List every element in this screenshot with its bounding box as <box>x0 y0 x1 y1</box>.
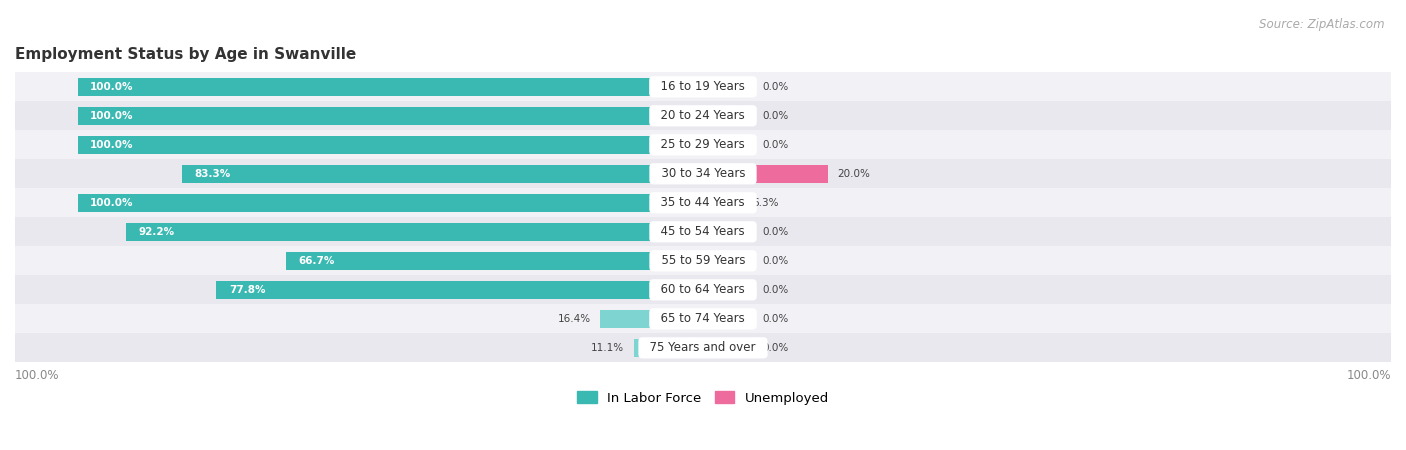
Text: 60 to 64 Years: 60 to 64 Years <box>654 284 752 297</box>
Bar <box>703 310 754 328</box>
Text: 100.0%: 100.0% <box>90 111 134 121</box>
Bar <box>703 252 754 270</box>
Bar <box>77 107 703 125</box>
Text: 30 to 34 Years: 30 to 34 Years <box>654 167 752 180</box>
Bar <box>703 107 754 125</box>
Text: 66.7%: 66.7% <box>298 256 335 266</box>
Bar <box>77 78 703 95</box>
Text: 83.3%: 83.3% <box>194 169 231 179</box>
Text: 16.4%: 16.4% <box>558 314 591 324</box>
Text: 55 to 59 Years: 55 to 59 Years <box>654 254 752 267</box>
Bar <box>15 275 1391 304</box>
Bar <box>634 339 703 356</box>
Bar <box>703 223 754 241</box>
Text: 16 to 19 Years: 16 to 19 Years <box>654 80 752 93</box>
Bar <box>703 194 742 211</box>
Text: 75 Years and over: 75 Years and over <box>643 342 763 354</box>
Text: 0.0%: 0.0% <box>762 82 789 92</box>
Bar <box>217 281 703 298</box>
Text: 92.2%: 92.2% <box>139 227 174 237</box>
Bar <box>703 136 754 153</box>
Text: 100.0%: 100.0% <box>15 369 59 382</box>
Bar <box>15 72 1391 101</box>
Bar <box>15 333 1391 362</box>
Text: 0.0%: 0.0% <box>762 314 789 324</box>
Text: 0.0%: 0.0% <box>762 285 789 295</box>
Bar <box>15 159 1391 188</box>
Bar <box>181 165 703 183</box>
Bar <box>600 310 703 328</box>
Text: 77.8%: 77.8% <box>229 285 266 295</box>
Bar <box>15 188 1391 217</box>
Text: 100.0%: 100.0% <box>90 82 134 92</box>
Text: 35 to 44 Years: 35 to 44 Years <box>654 196 752 209</box>
Text: 0.0%: 0.0% <box>762 256 789 266</box>
Legend: In Labor Force, Unemployed: In Labor Force, Unemployed <box>571 386 835 410</box>
Text: 65 to 74 Years: 65 to 74 Years <box>654 312 752 325</box>
Bar <box>127 223 703 241</box>
Bar <box>15 101 1391 130</box>
Text: 25 to 29 Years: 25 to 29 Years <box>654 138 752 151</box>
Bar <box>15 217 1391 246</box>
Text: 11.1%: 11.1% <box>591 343 624 353</box>
Text: 20.0%: 20.0% <box>838 169 870 179</box>
Text: 45 to 54 Years: 45 to 54 Years <box>654 225 752 238</box>
Text: Employment Status by Age in Swanville: Employment Status by Age in Swanville <box>15 47 356 62</box>
Text: 100.0%: 100.0% <box>90 140 134 150</box>
Bar <box>15 304 1391 333</box>
Bar <box>77 136 703 153</box>
Bar <box>77 194 703 211</box>
Bar <box>285 252 703 270</box>
Text: 0.0%: 0.0% <box>762 111 789 121</box>
Bar <box>15 246 1391 275</box>
Bar <box>703 339 754 356</box>
Text: 100.0%: 100.0% <box>1347 369 1391 382</box>
Text: 6.3%: 6.3% <box>752 198 779 208</box>
Text: 0.0%: 0.0% <box>762 227 789 237</box>
Text: 0.0%: 0.0% <box>762 140 789 150</box>
Text: 0.0%: 0.0% <box>762 343 789 353</box>
Text: Source: ZipAtlas.com: Source: ZipAtlas.com <box>1260 18 1385 31</box>
Bar <box>703 78 754 95</box>
Text: 20 to 24 Years: 20 to 24 Years <box>654 109 752 122</box>
Bar <box>703 165 828 183</box>
Text: 100.0%: 100.0% <box>90 198 134 208</box>
Bar <box>15 130 1391 159</box>
Bar <box>703 281 754 298</box>
